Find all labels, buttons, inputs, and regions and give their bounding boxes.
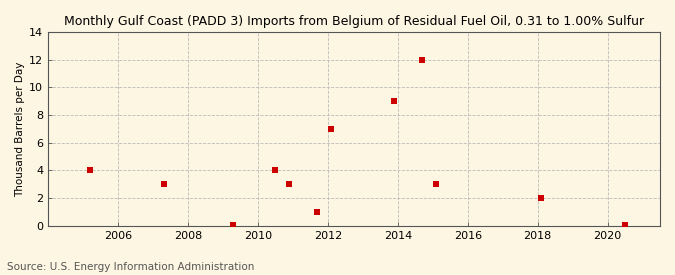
Title: Monthly Gulf Coast (PADD 3) Imports from Belgium of Residual Fuel Oil, 0.31 to 1: Monthly Gulf Coast (PADD 3) Imports from…	[64, 15, 644, 28]
Point	[326, 127, 337, 131]
Point	[284, 182, 295, 186]
Point	[389, 99, 400, 103]
Point	[536, 196, 547, 200]
Point	[158, 182, 169, 186]
Text: Source: U.S. Energy Information Administration: Source: U.S. Energy Information Administ…	[7, 262, 254, 272]
Point	[620, 222, 630, 227]
Point	[228, 222, 239, 227]
Y-axis label: Thousand Barrels per Day: Thousand Barrels per Day	[15, 61, 25, 197]
Point	[312, 210, 323, 214]
Point	[417, 57, 428, 62]
Point	[84, 168, 95, 173]
Point	[431, 182, 441, 186]
Point	[270, 168, 281, 173]
